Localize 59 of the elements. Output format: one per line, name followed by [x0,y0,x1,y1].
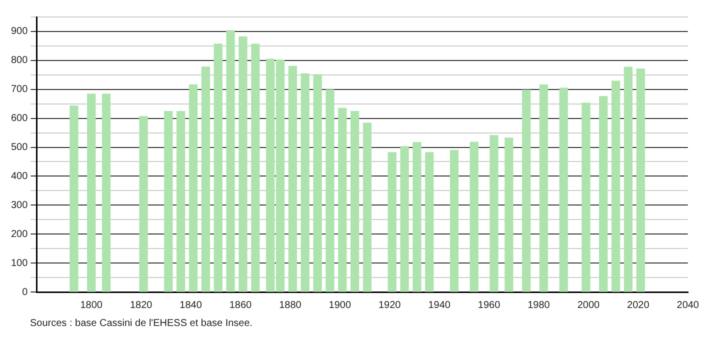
bar [400,146,409,292]
bar [251,44,260,292]
y-tick-label: 200 [10,228,28,240]
bar [470,142,478,292]
bar [504,138,514,292]
x-tick-label: 1900 [328,300,352,311]
source-note: Sources : base Cassini de l'EHESS et base Insee. [30,318,254,329]
y-tick-label: 600 [10,113,28,124]
y-tick-label: 0 [22,286,28,298]
y-tick-label: 100 [10,258,28,269]
bar [599,96,608,292]
bar [636,68,645,292]
x-tick-label: 2000 [577,300,600,311]
bar [425,152,434,292]
bar [238,36,248,292]
bar [362,122,372,292]
bar [522,90,531,292]
y-tick-label: 900 [10,26,28,38]
x-tick-label: 2020 [627,300,650,311]
bar [559,88,568,292]
bar [87,94,96,292]
bar [490,135,498,292]
bar [338,108,347,292]
bar [201,66,210,292]
bar [388,152,396,292]
y-tick-label: 300 [10,200,28,211]
bar [226,30,235,292]
y-tick-label: 800 [10,55,28,66]
y-tick-label: 400 [10,170,28,182]
y-tick-label: 700 [10,84,28,96]
bar [313,74,322,292]
bar [139,116,148,292]
x-tick-label: 1980 [528,300,550,311]
bar [611,80,620,292]
x-tick-label: 1880 [279,300,302,311]
x-tick-label: 1800 [80,300,103,311]
bar [70,106,78,292]
bar [350,111,360,292]
bar [288,66,298,292]
x-tick-label: 1840 [180,300,202,311]
bar [539,84,548,292]
bar [102,94,111,292]
x-tick-label: 2040 [676,300,700,311]
x-tick-label: 1940 [428,300,451,311]
bar [300,73,310,292]
bar [450,150,459,292]
bar [624,66,633,292]
bar [176,111,186,292]
x-tick-label: 1960 [478,300,501,311]
x-tick-label: 1920 [378,300,402,311]
bar [164,111,173,292]
bar [326,89,334,292]
x-tick-label: 1860 [229,300,252,311]
bar [582,102,590,292]
bar [214,44,222,292]
bar [188,84,198,292]
x-tick-label: 1820 [130,300,153,311]
bar [412,142,422,292]
y-tick-label: 500 [10,142,28,154]
